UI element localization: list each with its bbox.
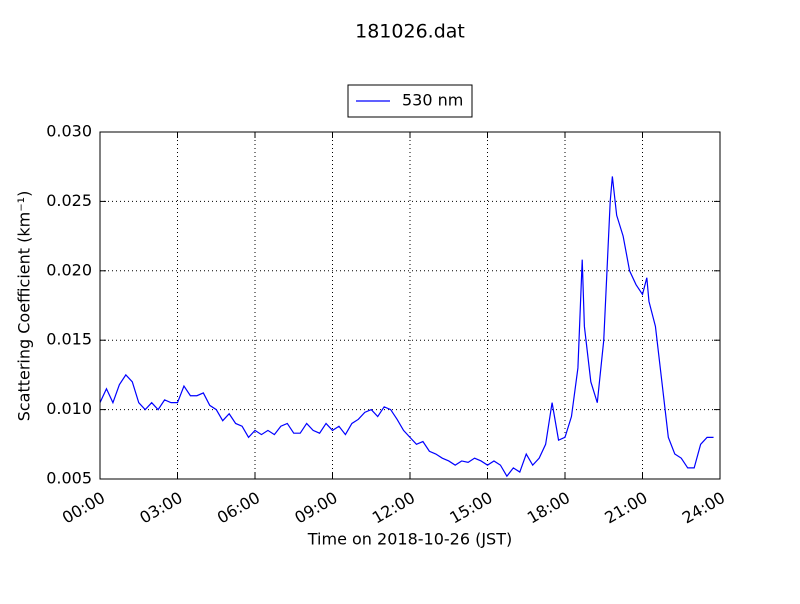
y-tick-label: 0.015 — [46, 330, 92, 349]
y-tick-label: 0.005 — [46, 469, 92, 488]
y-axis-label: Scattering Coefficient (km⁻¹) — [15, 191, 34, 422]
chart-title: 181026.dat — [355, 21, 465, 43]
y-tick-label: 0.020 — [46, 260, 92, 279]
y-tick-label: 0.025 — [46, 191, 92, 210]
data-line — [99, 176, 714, 478]
legend-label: 530 nm — [402, 91, 463, 110]
y-tick-label: 0.030 — [46, 122, 92, 141]
y-tick-label: 0.010 — [46, 399, 92, 418]
x-axis-label: Time on 2018-10-26 (JST) — [307, 530, 512, 549]
legend: 530 nm — [347, 84, 473, 118]
